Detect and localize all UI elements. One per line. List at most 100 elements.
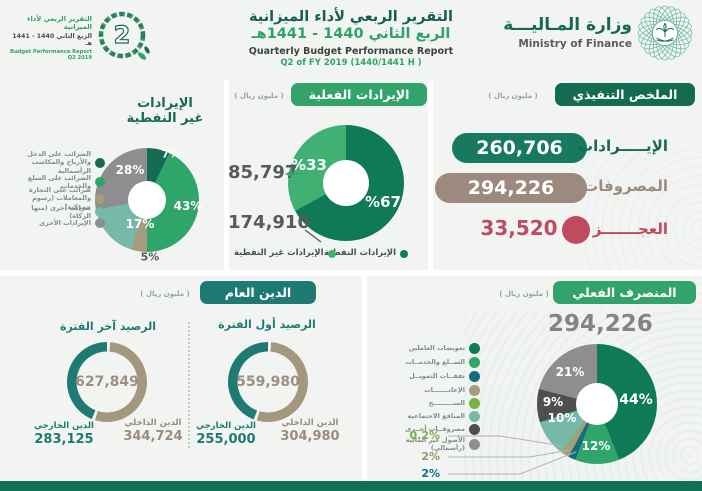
executive-summary-units: ( مليون ريال )	[488, 92, 538, 100]
wreath-icon	[98, 11, 150, 60]
external-debt-label: الدين الخارجي	[196, 421, 256, 431]
footer-bar	[0, 481, 702, 491]
legend-label: مصروفــات أخــرى	[405, 425, 465, 434]
edition-badge-title-ar: التقرير الربعي لأداء الميزانية	[26, 15, 92, 31]
legend-label-nonoil: الإيرادات غير النفطية	[234, 248, 324, 258]
revenues-label: الإيـــــرادات	[578, 137, 668, 155]
end-period-ring-hole	[76, 351, 138, 413]
legend-dot	[95, 218, 105, 228]
legend-label-oil: الإيرادات النفطية	[324, 248, 397, 258]
nonoil-breakdown-title: الإيرادات غير النفطية	[115, 96, 215, 126]
exp-slice-10: 10%	[547, 411, 577, 425]
edition-badge-period-ar: الربع الثاني 1440 - 1441 هـ	[12, 33, 92, 47]
exp-legend-item-2: الســلع والخدمــات	[388, 357, 480, 368]
legend-dot	[469, 371, 480, 382]
legend-dot	[469, 398, 480, 409]
internal-debt-value: 304,980	[280, 428, 340, 444]
actual-expenditure-header: المنصرف الفعلي	[553, 281, 696, 304]
legend-label: الأصول غير المالية (رأسمالي)	[405, 436, 465, 453]
nonoil-title-line2: غير النفطية	[126, 111, 204, 126]
exp-slice-21: 21%	[555, 365, 585, 379]
deficit-value: 33,520	[480, 216, 558, 240]
ministry-emblem-icon	[637, 5, 693, 61]
report-title-ar: التقرير الربعي لأداء الميزانية	[249, 9, 453, 25]
exp-legend-item-3: نفقــات التمويــل	[388, 371, 480, 382]
legend-item-nonoil: الإيرادات غير النفطية	[234, 248, 336, 259]
legend-label: ضرائب أخرى (منها الزكاة)	[31, 204, 91, 221]
deficit-marker	[562, 216, 590, 244]
legend-label: الضرائب على السلع والخدمات	[27, 174, 91, 191]
internal-debt-label: الدين الداخلي	[281, 418, 339, 428]
edition-badge: التقرير الربعي لأداء الميزانية الربع الث…	[6, 15, 92, 61]
begin-period-title: الرصيد أول الفترة	[218, 318, 316, 331]
exp-slice-2-financing-label: 2%	[421, 467, 440, 480]
revenues-donut-chart	[288, 125, 404, 241]
legend-dot	[469, 357, 480, 368]
legend-dot	[469, 424, 480, 435]
nonoil-title-line1: الإيرادات	[137, 96, 193, 111]
begin-period-external: الدين الخارجي 255,000	[192, 421, 260, 448]
exp-slice-44: 44%	[619, 392, 653, 408]
legend-dot	[95, 193, 105, 204]
legend-dot	[469, 385, 480, 396]
end-period-external: الدين الخارجي 283,125	[30, 421, 98, 448]
expenditure-donut-hole	[576, 383, 618, 425]
report-period-en: Q2 of FY 2019 (1440/1441 H )	[280, 58, 422, 68]
actual-revenues-header: الإيرادات الفعلية	[291, 83, 427, 106]
oil-pct-label: %67	[365, 193, 401, 211]
ministry-name-ar: وزارة المـاليـــة	[503, 15, 632, 35]
nonoil-legend-item-5: الإيرادات الأخرى	[20, 218, 105, 228]
divider-vertical-left	[224, 80, 229, 272]
expenditures-label: المصروفات	[583, 177, 668, 195]
nonoil-legend-item-1: الضرائب على الدخل والأرباح والمكاسب الرأ…	[20, 150, 105, 175]
nonoil-pct-label: %33	[291, 156, 327, 174]
revenues-donut-hole	[323, 160, 369, 206]
end-period-title: الرصيد آخر الفترة	[59, 320, 157, 333]
report-title-en: Quarterly Budget Performance Report	[248, 46, 454, 57]
legend-label: المنافع الاجتماعية	[407, 412, 465, 421]
ministry-logo-text: وزارة المـاليـــة Ministry of Finance	[498, 15, 632, 50]
legend-label: تعويضات العاملين	[408, 344, 465, 353]
nonoil-legend-item-2: الضرائب على السلع والخدمات	[20, 174, 105, 191]
begin-period-ring-hole	[237, 351, 299, 413]
revenues-value: 260,706	[476, 137, 563, 159]
exp-legend-item-6: المنافع الاجتماعية	[388, 411, 480, 422]
external-debt-label: الدين الخارجي	[34, 421, 94, 431]
legend-dot	[95, 207, 105, 218]
report-period-ar: الربع الثاني 1440 - 1441هـ	[251, 26, 451, 42]
end-period-ring-chart	[67, 342, 147, 422]
legend-label: الإيرادات الأخرى	[39, 218, 91, 227]
end-period-internal: الدين الداخلي 344,724	[120, 418, 186, 445]
legend-dot-nonoil	[327, 249, 336, 258]
expenditure-total: 294,226	[548, 311, 653, 337]
nonoil-revenues-value: 85,797	[228, 162, 298, 183]
exp-legend-item-5: المنـــــــــح	[388, 398, 480, 409]
nonoil-slice-43: 43%	[173, 199, 203, 213]
exp-legend-item-1: تعويضات العاملين	[388, 343, 480, 354]
internal-debt-label: الدين الداخلي	[124, 418, 182, 428]
expenditures-value: 294,226	[467, 177, 555, 199]
legend-dot	[95, 157, 105, 168]
actual-revenues-units: ( مليون ريال )	[234, 92, 284, 100]
legend-label: الســلع والخدمــات	[405, 358, 465, 367]
ministry-name-en: Ministry of Finance	[518, 38, 632, 50]
expenditure-leader-lines	[448, 435, 577, 475]
nonoil-slice-17: 17%	[125, 217, 155, 231]
legend-label: الضرائب على الدخل والأرباح والمكاسب الرأ…	[27, 150, 91, 175]
external-debt-value: 255,000	[196, 431, 256, 447]
actual-expenditure-units: ( مليون ريال )	[499, 290, 549, 298]
deficit-label: العجـــــــز	[592, 220, 668, 238]
legend-label: ضرائب على التجارة والمعاملات (رسوم جمركي…	[28, 186, 91, 211]
legend-dot-oil	[400, 249, 409, 258]
legend-dot	[95, 177, 105, 188]
expenditures-value-pill: 294,226	[435, 173, 587, 203]
legend-dot	[469, 411, 480, 422]
executive-summary-header: الملخص التنفيذي	[555, 83, 695, 106]
exp-legend-item-8: الأصول غير المالية (رأسمالي)	[388, 436, 480, 453]
public-debt-units: ( مليون ريال )	[140, 290, 190, 298]
legend-label: المنـــــــــح	[428, 399, 465, 408]
expenditure-donut-chart	[537, 344, 657, 464]
revenues-value-pill: 260,706	[452, 133, 587, 163]
legend-dot	[469, 343, 480, 354]
